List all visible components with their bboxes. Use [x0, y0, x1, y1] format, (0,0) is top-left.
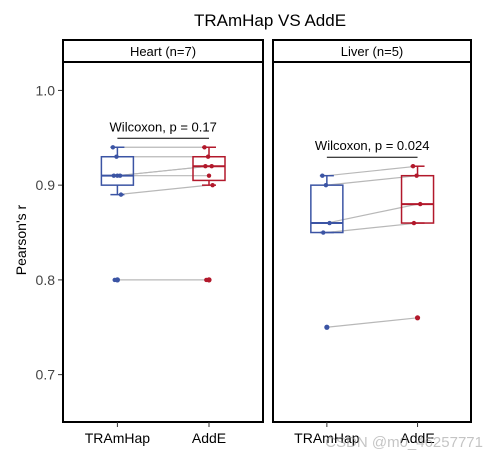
x-tick-label: AddE [192, 430, 226, 446]
x-tick-label: AddE [400, 430, 434, 446]
paired-line [326, 165, 418, 177]
data-point [209, 164, 214, 169]
panel-1: Liver (n=5) Wilcoxon, p = 0.024 TRAmHap Add… [272, 39, 472, 446]
paired-line [117, 184, 210, 196]
y-axis: 0.7 0.8 0.9 1.0 [36, 82, 63, 383]
data-point [323, 182, 329, 188]
paired-line [326, 203, 418, 224]
data-point [204, 277, 209, 283]
data-point [324, 325, 330, 330]
data-point [327, 220, 332, 226]
paired-line [326, 175, 418, 186]
data-point [415, 315, 420, 320]
x-tick-label: TRAmHap [85, 430, 151, 446]
x-tick-label: TRAmHap [294, 430, 360, 446]
chart-title: TRAmHap VS AddE [194, 11, 346, 30]
data-point [410, 164, 416, 169]
data-point [418, 201, 423, 207]
y-tick-label: 0.7 [36, 367, 56, 383]
data-point [114, 154, 119, 159]
paired-line [326, 222, 418, 234]
watermark: CSDN @m0_46257771 [325, 434, 483, 451]
y-tick-label: 1.0 [36, 82, 56, 98]
data-point [202, 145, 207, 150]
data-point [210, 182, 215, 188]
data-point [115, 173, 120, 178]
y-tick-label: 0.9 [36, 177, 56, 193]
panel-strip-label: Liver (n=5) [341, 44, 404, 59]
data-point [414, 173, 419, 178]
panel-frame [272, 61, 472, 423]
panels-group: 0.7 0.8 0.9 1.0 Heart (n=7) Wilcoxon, p = 0.1… [36, 39, 472, 446]
data-point [321, 230, 326, 235]
y-tick-label: 0.8 [36, 272, 56, 288]
panel-0: Heart (n=7) Wilcoxon, p = 0.17 TRAmHap AddE [62, 39, 264, 446]
data-point [205, 154, 211, 159]
data-point [118, 192, 124, 197]
data-point [203, 164, 208, 169]
paired-line [326, 317, 418, 328]
test-label: Wilcoxon, p = 0.024 [315, 138, 430, 153]
test-label: Wilcoxon, p = 0.17 [110, 119, 217, 134]
data-point [112, 277, 117, 283]
data-point [411, 220, 417, 226]
data-point [110, 145, 116, 150]
data-point [320, 173, 325, 178]
panel-strip-label: Heart (n=7) [130, 44, 196, 59]
panel-frame [62, 61, 264, 423]
y-axis-label: Pearson's r [13, 204, 29, 275]
data-point [111, 173, 117, 178]
data-point [206, 173, 212, 178]
